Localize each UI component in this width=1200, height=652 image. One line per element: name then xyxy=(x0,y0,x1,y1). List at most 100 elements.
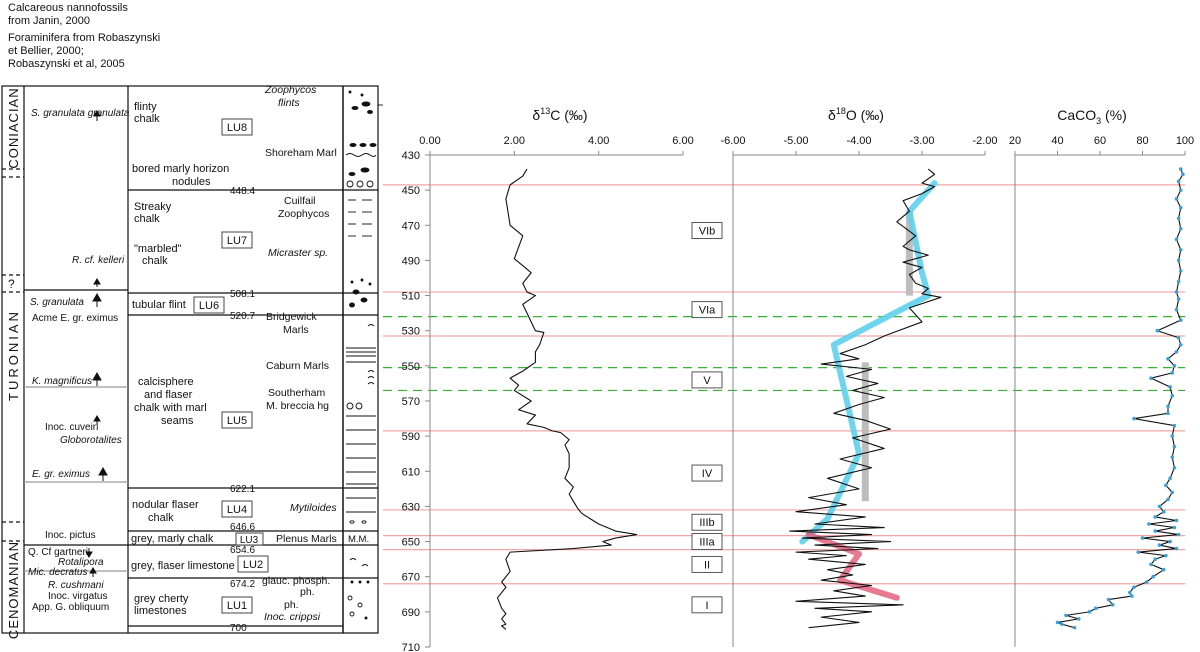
litho-desc: calcisphere xyxy=(138,376,194,388)
data-point xyxy=(1161,509,1166,514)
header-line-3: Foraminifera from Robaszynski xyxy=(8,32,161,44)
biozone-label: Inoc. pictus xyxy=(45,530,96,541)
unit-box-lu1 xyxy=(221,596,253,614)
data-point xyxy=(1151,574,1155,579)
data-point xyxy=(1170,393,1175,398)
boundary-depth: 700 xyxy=(230,623,247,634)
data-point xyxy=(1178,248,1183,252)
flint-nodule xyxy=(367,110,373,114)
log-dot xyxy=(368,282,372,286)
litho-desc: grey cherty xyxy=(134,593,189,605)
event-label: M.M. xyxy=(348,534,369,545)
data-point xyxy=(1110,603,1115,607)
data-point xyxy=(1087,610,1092,614)
biozone-label: E. gr. eximus xyxy=(32,469,90,480)
data-point xyxy=(1178,167,1183,171)
data-point xyxy=(1106,597,1111,602)
data-point xyxy=(1155,328,1160,333)
segment-box xyxy=(691,301,723,319)
data-point xyxy=(1172,444,1177,449)
data-point xyxy=(1178,269,1183,273)
depth-tick-label: 670 xyxy=(402,572,420,584)
biozone-label: S. granulata xyxy=(30,297,84,308)
data-point xyxy=(1132,585,1136,590)
depth-tick-label: 610 xyxy=(402,466,420,478)
data-point xyxy=(1164,553,1168,558)
log-dot xyxy=(364,616,368,620)
data-point xyxy=(1153,529,1158,533)
event-label: M. breccia hg xyxy=(266,400,329,412)
flint-nodule xyxy=(351,106,359,110)
depth-tick-label: 570 xyxy=(402,396,420,408)
data-point xyxy=(1176,179,1181,184)
data-point xyxy=(1170,371,1175,375)
flint-nodule xyxy=(361,101,371,107)
event-label: Plenus Marls xyxy=(276,533,337,545)
depth-tick-label: 530 xyxy=(402,326,420,338)
stage-coniacian: CONIACIAN xyxy=(6,87,21,168)
log-dot xyxy=(358,580,362,584)
data-point xyxy=(1170,455,1175,460)
nodule-circle xyxy=(366,180,374,188)
depth-tick-label: 470 xyxy=(402,220,420,232)
event-label: Zoophycos xyxy=(264,84,317,96)
litho-desc: limestones xyxy=(134,605,187,617)
nodule-circle xyxy=(347,595,353,601)
log-dot xyxy=(360,93,364,97)
x-tick-label: -2.00 xyxy=(972,135,997,147)
data-point xyxy=(1168,539,1172,544)
unit-label-lu1: LU1 xyxy=(227,600,247,612)
data-point xyxy=(1176,216,1181,221)
flint-nodule xyxy=(348,172,356,176)
marl-wave xyxy=(367,370,375,385)
header-line-5: Robaszynski et al, 2005 xyxy=(8,58,125,70)
data-point xyxy=(1170,490,1175,495)
unit-box-lu6 xyxy=(193,296,225,314)
title-part: 18 xyxy=(836,106,846,116)
data-point xyxy=(1166,497,1170,502)
unit-box-lu7 xyxy=(221,231,253,249)
litho-desc: chalk with marl xyxy=(134,402,207,414)
segment-label: VIb xyxy=(699,226,716,238)
litho-desc: tubular flint xyxy=(132,299,186,311)
arrow-up-icon xyxy=(93,415,101,425)
unit-box-lu8 xyxy=(221,118,253,136)
arrow-up-icon xyxy=(93,110,101,121)
title-part: C (‰) xyxy=(550,107,587,123)
biozone-label: R. cushmani xyxy=(48,580,104,591)
segment-box xyxy=(691,555,723,573)
header-line-4: et Bellier, 2000; xyxy=(8,45,84,57)
x-tick-label: -6.00 xyxy=(720,135,745,147)
data-point xyxy=(1176,279,1181,284)
unit-box-lu2 xyxy=(237,555,269,573)
litho-desc: chalk xyxy=(142,255,168,267)
unit-label-lu3: LU3 xyxy=(240,535,259,546)
unit-label-lu8: LU8 xyxy=(227,122,247,134)
biozone-labels: S. granulata granulata R. cf. kelleri S.… xyxy=(28,108,130,613)
flint-nodule xyxy=(349,302,355,308)
event-label: Mytiloides xyxy=(290,502,337,514)
segment-label: IV xyxy=(702,468,713,480)
segment-box xyxy=(691,464,723,482)
chart-title: δ13C (‰) xyxy=(532,106,587,123)
x-tick-label: 20 xyxy=(1009,135,1021,147)
data-point xyxy=(1157,504,1162,509)
unit-box-lu4 xyxy=(221,500,253,518)
data-series-line xyxy=(496,168,638,630)
boundary-depth: 646.6 xyxy=(230,522,255,533)
event-label: Inoc. crippsi xyxy=(264,611,321,623)
litho-desc: chalk xyxy=(134,213,160,225)
data-point xyxy=(1176,532,1181,537)
data-point xyxy=(1149,376,1153,380)
biozone-label: Rotalipora xyxy=(58,557,104,568)
segment-box xyxy=(691,513,723,531)
flint-nodule xyxy=(360,167,370,173)
arrow-up-icon xyxy=(98,466,108,481)
log-column xyxy=(342,85,379,634)
data-point xyxy=(1166,404,1170,409)
log-dot xyxy=(350,280,354,284)
x-tick-label: -4.00 xyxy=(846,135,871,147)
data-point xyxy=(1147,522,1151,526)
data-point xyxy=(1172,465,1177,470)
